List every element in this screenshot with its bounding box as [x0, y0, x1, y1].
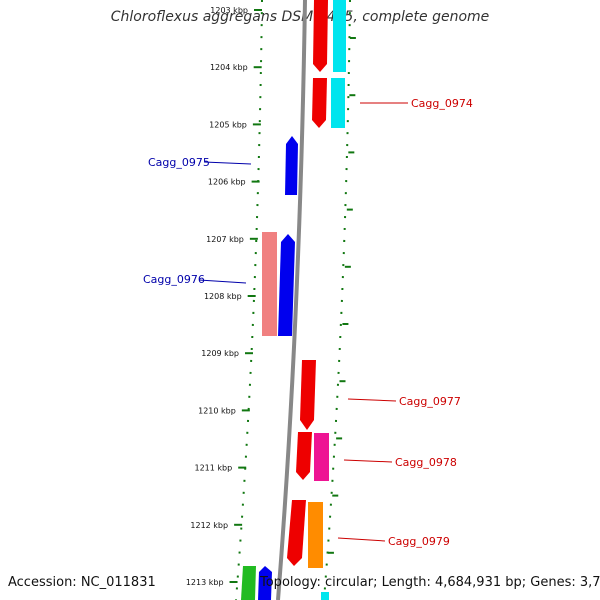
scale-label: 1211 kbp: [195, 464, 233, 473]
scale-label: 1206 kbp: [208, 178, 246, 187]
gene-red-0979: [287, 500, 306, 566]
gene-label-0976: Cagg_0976: [143, 273, 205, 286]
gene-red-top: [313, 0, 328, 72]
gene-cyan-bottom: [321, 592, 329, 600]
gene-label-0978: Cagg_0978: [395, 456, 457, 469]
leader-0976: [198, 279, 247, 284]
scale-ticks: 1203 kbp 1204 kbp 1205 kbp 1206 kbp 1207 kbp…: [186, 6, 356, 587]
gene-blue-bottom: [258, 566, 272, 600]
scale-label: 1210 kbp: [198, 406, 236, 415]
gene-orange-0979: [308, 502, 323, 568]
gene-blue-0976: [278, 234, 295, 336]
scale-label: 1204 kbp: [210, 63, 248, 72]
scale-label: 1208 kbp: [204, 292, 242, 301]
leader-0975: [203, 161, 252, 165]
scale-label: 1213 kbp: [186, 578, 224, 587]
gene-label-0975: Cagg_0975: [148, 156, 210, 169]
accession-text: Accession: NC_011831: [8, 575, 156, 590]
gene-label-0979: Cagg_0979: [388, 535, 450, 548]
gene-blue-0975: [285, 136, 298, 195]
scale-label: 1209 kbp: [201, 349, 239, 358]
gene-red-0977: [300, 360, 316, 430]
scale-label: 1212 kbp: [190, 521, 228, 530]
gene-green-bottom: [241, 566, 256, 600]
gene-label-0977: Cagg_0977: [399, 395, 461, 408]
scale-label: 1203 kbp: [210, 6, 248, 15]
scale-label: 1207 kbp: [206, 235, 244, 244]
map-title: Chloroflexus aggregans DSM 9485, complet…: [110, 9, 490, 25]
leader-0979: [337, 537, 386, 542]
gene-cyan-0974: [331, 78, 345, 128]
gene-pink-0976: [262, 232, 277, 336]
genome-backbone: [276, 0, 307, 600]
gene-cyan-top: [333, 0, 346, 72]
scale-label: 1205 kbp: [209, 120, 247, 129]
gene-magenta-0978: [314, 433, 329, 481]
topology-text: Topology: circular; Length: 4,684,931 bp…: [260, 575, 600, 590]
gene-red-0974: [312, 78, 327, 128]
gene-label-0974: Cagg_0974: [411, 97, 473, 110]
leader-0978: [343, 459, 393, 463]
leader-0977: [347, 398, 397, 402]
gene-red-0978: [296, 432, 312, 480]
